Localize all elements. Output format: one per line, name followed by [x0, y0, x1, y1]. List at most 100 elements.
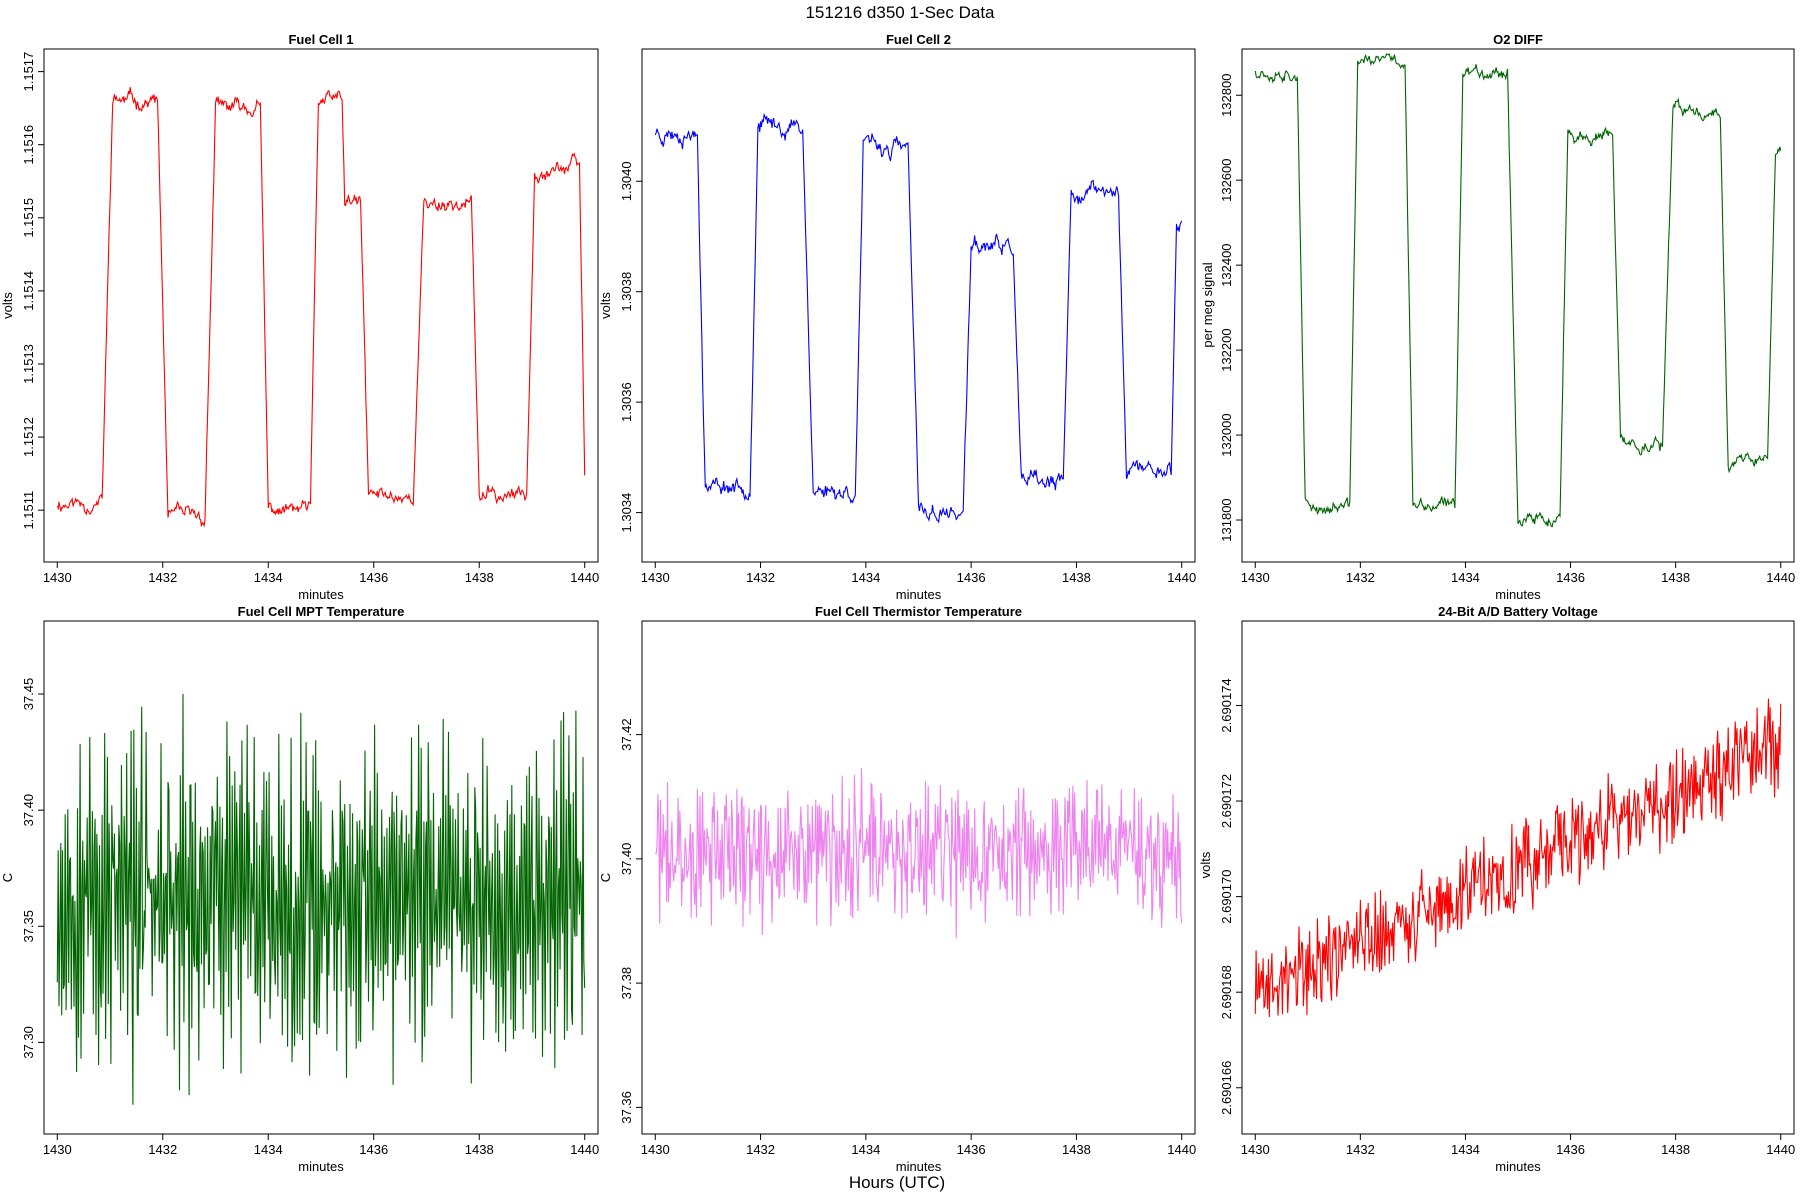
y-tick-label: 1.1515	[21, 198, 36, 238]
y-tick-label: 37.45	[21, 678, 36, 711]
x-tick-label: 1434	[1451, 1142, 1480, 1157]
panel-title: Fuel Cell 2	[886, 32, 951, 47]
x-axis-label: minutes	[298, 587, 344, 602]
x-axis-label: minutes	[1495, 587, 1541, 602]
y-tick-label: 37.38	[619, 967, 634, 1000]
y-tick-label: 1.1513	[21, 344, 36, 384]
x-tick-label: 1438	[1661, 1142, 1690, 1157]
x-tick-label: 1438	[1062, 1142, 1091, 1157]
x-tick-label: 1434	[254, 1142, 283, 1157]
series-line	[1254, 53, 1782, 528]
y-tick-label: 132400	[1219, 243, 1234, 286]
series-line	[1254, 698, 1782, 1018]
panel-title: Fuel Cell 1	[288, 32, 353, 47]
x-axis-label: minutes	[298, 1159, 344, 1174]
x-axis-label: minutes	[896, 1159, 942, 1174]
y-tick-label: 1.3034	[619, 493, 634, 533]
y-tick-label: 1.1511	[21, 491, 36, 530]
x-tick-label: 1432	[746, 570, 775, 585]
x-tick-label: 1440	[570, 570, 599, 585]
x-axis-label: minutes	[896, 587, 942, 602]
y-tick-label: 37.30	[21, 1026, 36, 1059]
panel-title: O2 DIFF	[1493, 32, 1543, 47]
x-tick-label: 1436	[957, 570, 986, 585]
x-tick-label: 1430	[641, 1142, 670, 1157]
y-tick-label: 37.35	[21, 910, 36, 943]
x-tick-label: 1434	[851, 570, 880, 585]
plot-frame	[1241, 620, 1795, 1135]
x-tick-label: 1440	[570, 1142, 599, 1157]
x-tick-label: 1430	[1241, 1142, 1270, 1157]
series-line	[56, 693, 586, 1105]
x-tick-label: 1430	[1241, 570, 1270, 585]
y-tick-label: 2.690172	[1219, 774, 1234, 828]
plot-frame	[641, 48, 1196, 563]
chart-panel-2: Fuel Cell 2 1430 1432 1434 1436 1438 1440 1.303…	[598, 32, 1196, 602]
y-tick-label: 1.3036	[619, 382, 634, 422]
series-line	[56, 87, 586, 528]
x-tick-label: 1440	[1167, 1142, 1196, 1157]
y-tick-label: 2.690168	[1219, 965, 1234, 1019]
y-tick-label: 37.42	[619, 718, 634, 751]
chart-panel-1: Fuel Cell 1 1430 1432 1434 1436 1438 1440 1.151…	[0, 32, 599, 602]
y-axis-label: per meg signal	[1200, 262, 1215, 347]
figure-footer-label: Hours (UTC)	[849, 1173, 945, 1192]
y-tick-label: 132000	[1219, 413, 1234, 456]
x-tick-label: 1436	[1556, 570, 1585, 585]
y-tick-label: 37.40	[21, 794, 36, 827]
x-tick-label: 1432	[148, 1142, 177, 1157]
y-tick-label: 1.3040	[619, 161, 634, 201]
x-tick-label: 1430	[641, 570, 670, 585]
y-tick-label: 2.690174	[1219, 678, 1234, 732]
y-tick-label: 1.1516	[21, 125, 36, 165]
y-axis-label: volts	[598, 292, 613, 319]
plot-frame	[43, 48, 599, 563]
chart-panel-5: Fuel Cell Thermistor Temperature 1430 1432…	[598, 604, 1196, 1174]
y-axis-label: C	[0, 873, 15, 882]
x-tick-label: 1430	[43, 1142, 72, 1157]
x-tick-label: 1436	[359, 570, 388, 585]
x-tick-label: 1440	[1167, 570, 1196, 585]
plot-frame	[1241, 48, 1795, 563]
x-tick-label: 1434	[851, 1142, 880, 1157]
panel-title: Fuel Cell MPT Temperature	[238, 604, 405, 619]
x-tick-label: 1438	[1062, 570, 1091, 585]
x-tick-label: 1430	[43, 570, 72, 585]
x-axis-label: minutes	[1495, 1159, 1541, 1174]
x-tick-label: 1436	[359, 1142, 388, 1157]
plot-frame	[43, 620, 599, 1135]
y-axis-label: C	[598, 873, 613, 882]
x-tick-label: 1432	[148, 570, 177, 585]
x-tick-label: 1436	[957, 1142, 986, 1157]
y-tick-label: 132800	[1219, 74, 1234, 117]
x-tick-label: 1434	[1451, 570, 1480, 585]
figure-title: 151216 d350 1-Sec Data	[805, 3, 995, 22]
y-tick-label: 1.1512	[21, 417, 36, 457]
plot-frame	[641, 620, 1196, 1135]
x-tick-label: 1432	[1346, 570, 1375, 585]
y-tick-label: 2.690170	[1219, 869, 1234, 923]
y-tick-label: 131800	[1219, 498, 1234, 541]
y-axis-label: volts	[0, 292, 15, 319]
x-tick-label: 1436	[1556, 1142, 1585, 1157]
x-tick-label: 1440	[1766, 1142, 1795, 1157]
panel-title: Fuel Cell Thermistor Temperature	[815, 604, 1022, 619]
y-tick-label: 132600	[1219, 158, 1234, 201]
x-tick-label: 1438	[465, 1142, 494, 1157]
panel-title: 24-Bit A/D Battery Voltage	[1438, 604, 1598, 619]
chart-panel-3: O2 DIFF 1430 1432 1434 1436 1438 1440 131800 132…	[1200, 32, 1795, 602]
x-tick-label: 1432	[746, 1142, 775, 1157]
x-tick-label: 1438	[1661, 570, 1690, 585]
x-tick-label: 1434	[254, 570, 283, 585]
y-tick-label: 132200	[1219, 328, 1234, 371]
y-tick-label: 37.40	[619, 843, 634, 876]
chart-panel-4: Fuel Cell MPT Temperature 1430 1432 1434 143…	[0, 604, 599, 1174]
chart-panel-6: 24-Bit A/D Battery Voltage 1430 1432 1434 14…	[1198, 604, 1795, 1174]
y-tick-label: 2.690166	[1219, 1061, 1234, 1115]
y-axis-label: volts	[1198, 851, 1213, 878]
series-line	[654, 112, 1183, 524]
chart-panels: Fuel Cell 1 1430 1432 1434 1436 1438 1440 1.151…	[0, 32, 1795, 1174]
y-tick-label: 37.36	[619, 1091, 634, 1124]
series-line	[655, 768, 1183, 939]
